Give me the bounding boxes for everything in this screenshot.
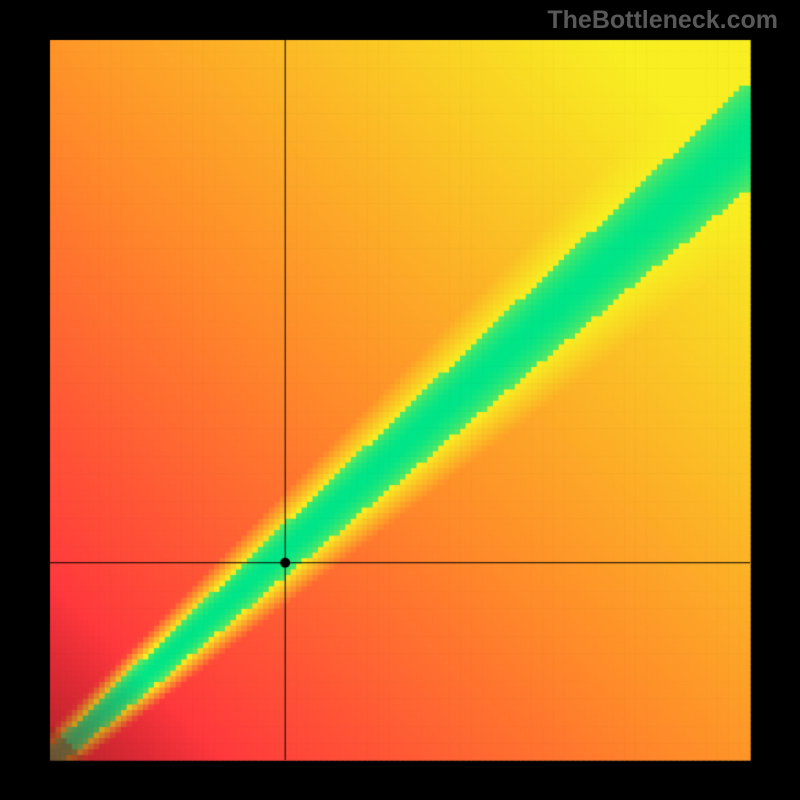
bottleneck-heatmap [0, 0, 800, 800]
watermark-text: TheBottleneck.com [547, 6, 778, 35]
